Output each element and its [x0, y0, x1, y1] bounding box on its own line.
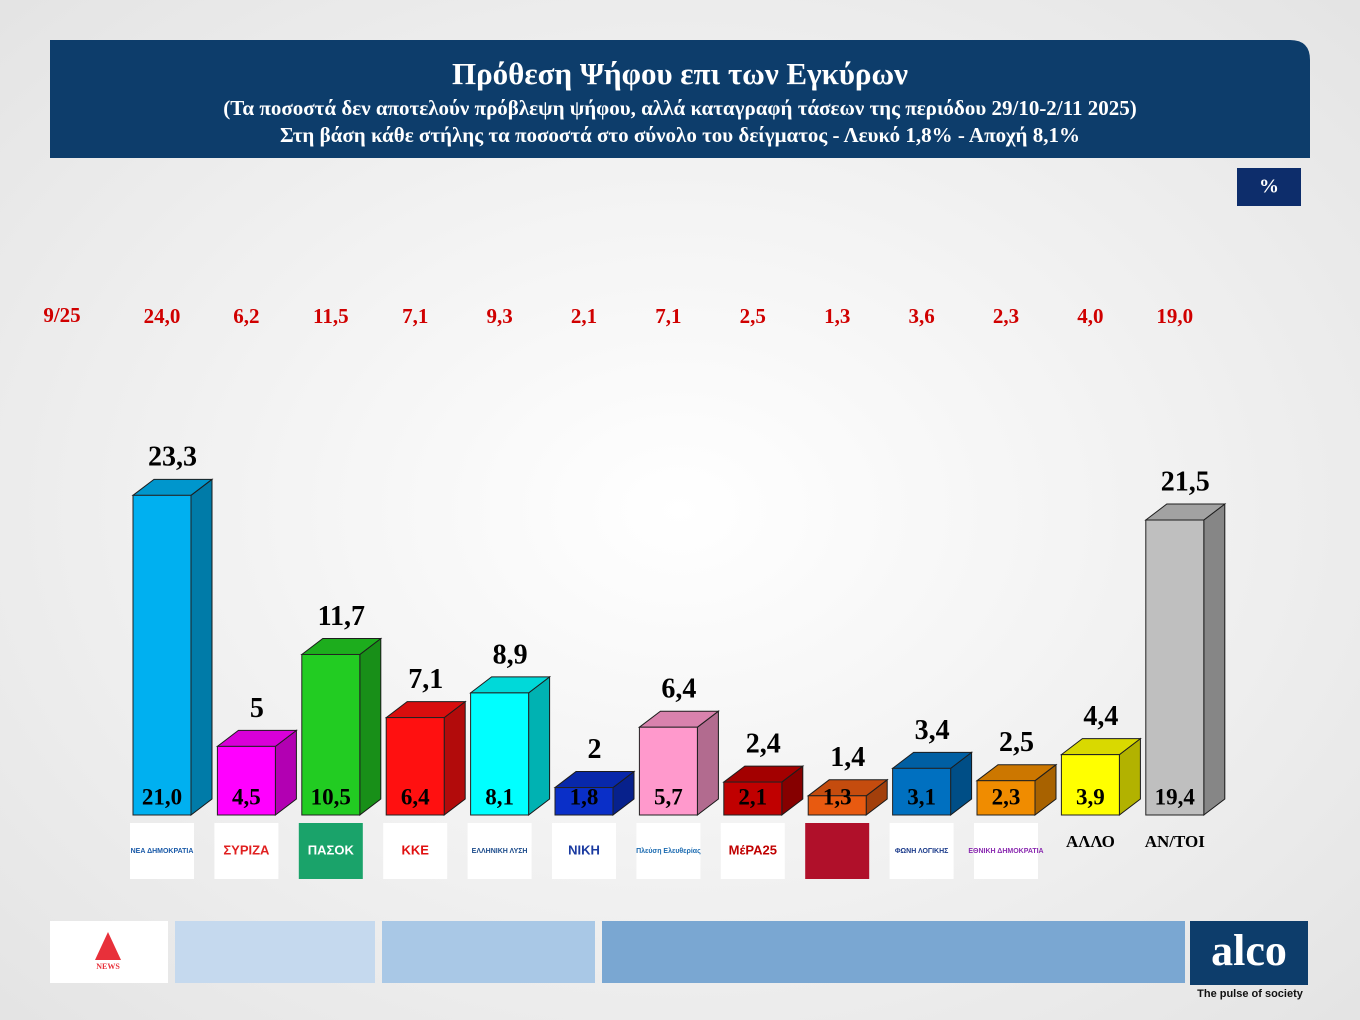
x-tick-label: Πλεύση Ελευθερίας [636, 847, 701, 855]
x-tick-label: ΕΛΛΗΝΙΚΗ ΛΥΣΗ [472, 848, 528, 855]
base-value-label: 2,3 [992, 784, 1021, 809]
bar [301, 653, 361, 816]
party-logo [805, 823, 870, 879]
party-logo [636, 823, 701, 879]
bar [554, 787, 614, 816]
value-label: 21,5 [1161, 466, 1210, 497]
value-label: 7,1 [408, 664, 443, 695]
value-label: 5 [250, 693, 264, 724]
footer-strip [382, 921, 595, 983]
previous-value-label: 6,2 [233, 304, 259, 328]
base-value-label: 10,5 [311, 784, 351, 809]
value-label: 6,4 [661, 674, 696, 705]
previous-value-label: 2,3 [993, 304, 1019, 328]
bar [976, 780, 1036, 816]
value-label: 11,7 [318, 601, 365, 632]
x-tick-label: ΚΚΕ [401, 842, 429, 857]
previous-value-label: 19,0 [1156, 304, 1193, 328]
x-tick-label: ΝΙΚΗ [568, 842, 600, 857]
bar-side [443, 700, 466, 817]
party-logo [889, 823, 954, 879]
bar [638, 726, 698, 816]
party-logo [298, 823, 363, 879]
party-logo [130, 823, 194, 879]
base-value-label: 21,0 [142, 784, 182, 809]
value-label: 4,4 [1083, 701, 1118, 732]
previous-value-label: 11,5 [313, 304, 349, 328]
brand: alco [1211, 926, 1287, 975]
value-label: 3,4 [915, 715, 950, 746]
title: Πρόθεση Ψήφου επι των Εγκύρων [452, 56, 908, 91]
bar-side [696, 710, 719, 817]
previous-label: 9/25 [43, 303, 80, 327]
bar [1060, 754, 1120, 816]
previous-value-label: 2,1 [571, 304, 597, 328]
base-value-label: 5,7 [654, 784, 683, 809]
footer-strip [602, 921, 1185, 983]
x-tick-label: ΦΩΝΗ ΛΟΓΙΚΗΣ [895, 848, 949, 855]
previous-value-label: 7,1 [655, 304, 681, 328]
news-logo-mark [95, 932, 121, 960]
bar [1145, 519, 1205, 816]
x-tick-label: ΑΛΛΟ [1066, 832, 1115, 851]
party-logo [383, 823, 448, 879]
footer-strip [175, 921, 375, 983]
x-tick-label: ΠΑΣΟΚ [308, 842, 355, 857]
base-value-label: 2,1 [738, 784, 767, 809]
bar [807, 795, 867, 816]
previous-value-label: 2,5 [740, 304, 766, 328]
news-logo-text: NEWS [96, 962, 120, 971]
party-logo [720, 823, 785, 879]
base-value-label: 3,9 [1076, 784, 1105, 809]
party-logo [552, 823, 616, 879]
subtitle: (Τα ποσοστά δεν αποτελούν πρόβλεψη ψήφου… [223, 96, 1136, 120]
header-bar [50, 40, 1310, 158]
tagline: The pulse of society [1197, 988, 1304, 1000]
previous-value-label: 7,1 [402, 304, 428, 328]
base-value-label: 6,4 [401, 784, 430, 809]
base-value-label: 1,8 [570, 784, 599, 809]
x-tick-label: ΜέΡΑ25 [729, 842, 777, 857]
previous-value-label: 3,6 [908, 304, 934, 328]
value-label: 1,4 [830, 742, 865, 773]
value-label: 23,3 [148, 442, 197, 473]
bar [723, 781, 783, 816]
x-tick-label: ΑΝ/ΤΟΙ [1145, 832, 1206, 851]
brand-box [1190, 921, 1308, 985]
base-value-label: 3,1 [907, 784, 936, 809]
value-label: 2 [588, 734, 602, 765]
bar [470, 692, 530, 816]
bar [892, 767, 952, 816]
base-value-label: 8,1 [485, 784, 514, 809]
previous-value-label: 24,0 [144, 304, 181, 328]
previous-value-label: 9,3 [486, 304, 512, 328]
bar [216, 745, 276, 816]
unit-badge-text: % [1259, 176, 1279, 198]
bar-side [1203, 503, 1226, 817]
bar-side [359, 637, 382, 817]
bar-side [190, 478, 213, 817]
bar [132, 494, 192, 816]
unit-badge [1237, 168, 1301, 206]
previous-value-label: 1,3 [824, 304, 850, 328]
note: Στη βάση κάθε στήλης τα ποσοστά στο σύνο… [280, 123, 1080, 147]
bar [385, 717, 445, 816]
bar-side [528, 675, 551, 817]
party-logo [467, 823, 532, 879]
base-value-label: 1,3 [823, 784, 852, 809]
value-label: 2,5 [999, 727, 1034, 758]
value-label: 2,4 [746, 728, 781, 759]
x-tick-label: ΝΕΑ ΔΗΜΟΚΡΑΤΙΑ [131, 848, 194, 855]
base-value-label: 19,4 [1155, 784, 1196, 809]
party-logo [974, 823, 1038, 879]
previous-value-label: 4,0 [1077, 304, 1103, 328]
value-label: 8,9 [493, 639, 528, 670]
party-logo [214, 823, 279, 879]
x-tick-label: ΕΘΝΙΚΗ ΔΗΜΟΚΡΑΤΙΑ [968, 848, 1043, 855]
base-value-label: 4,5 [232, 784, 261, 809]
x-tick-label: ΣΥΡΙΖΑ [223, 842, 270, 857]
